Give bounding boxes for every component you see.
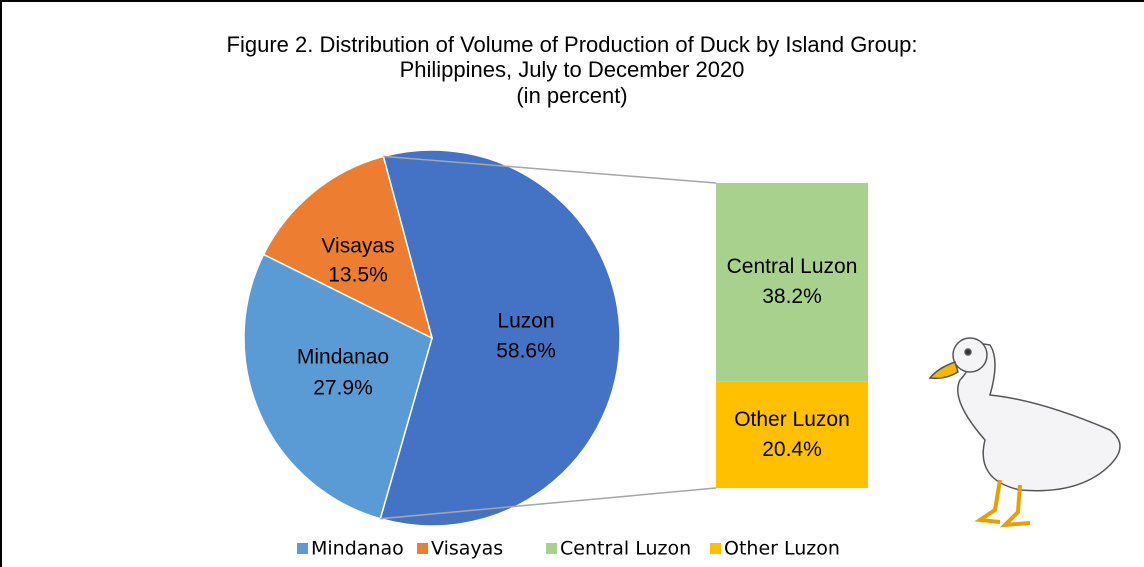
legend-label: Mindanao <box>311 538 404 560</box>
pie-slice <box>379 149 621 527</box>
bar-segment <box>716 183 868 382</box>
duck-illustration <box>928 337 1121 528</box>
data-label: Luzon <box>497 310 554 333</box>
data-label: Mindanao <box>297 346 389 369</box>
legend-label: Visayas <box>431 538 503 560</box>
category-label: Other Luzon <box>734 407 850 431</box>
data-label: 27.9% <box>313 377 373 400</box>
connector-line <box>380 487 717 520</box>
bar-segment <box>716 381 868 488</box>
value-label: 38.2% <box>762 285 822 309</box>
data-label: Visayas <box>321 235 394 258</box>
legend-swatch <box>417 543 428 554</box>
chart-title: Philippines, July to December 2020 <box>400 57 745 82</box>
legend-label: Other Luzon <box>724 538 840 560</box>
category-label: Central Luzon <box>726 255 858 279</box>
value-label: 20.4% <box>762 437 822 461</box>
data-label: Other Luzon 20.4% <box>717 405 867 465</box>
legend-swatch <box>297 543 308 554</box>
pie-slice <box>243 253 433 520</box>
data-label: 13.5% <box>328 264 388 287</box>
legend-label: Central Luzon <box>560 538 691 560</box>
data-label: Central Luzon 38.2% <box>717 252 867 312</box>
connector-line <box>383 155 717 184</box>
data-label: 58.6% <box>496 340 556 363</box>
pie-slice <box>262 155 434 340</box>
legend-swatch <box>546 543 557 554</box>
chart-subtitle: (in percent) <box>516 83 627 108</box>
chart-title: Figure 2. Distribution of Volume of Prod… <box>227 32 918 57</box>
legend-swatch <box>710 543 721 554</box>
